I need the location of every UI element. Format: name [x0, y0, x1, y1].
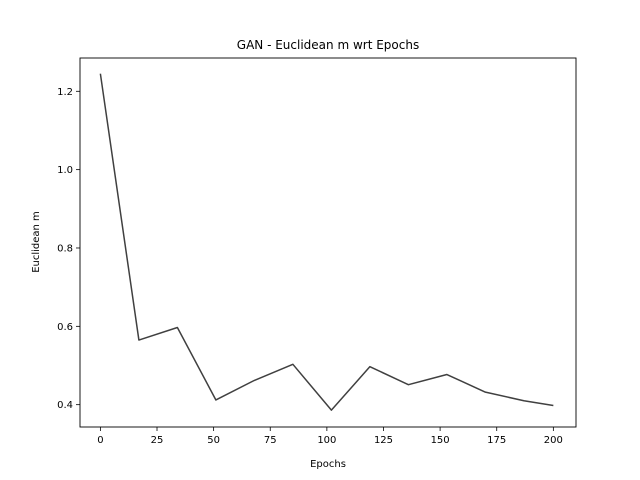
series-layer	[99, 73, 554, 411]
x-tick-label: 125	[374, 435, 393, 446]
x-axis-ticks: 0 25 50 75 100 125 150 175 200	[97, 427, 563, 446]
plot-frame	[79, 57, 577, 428]
x-tick-label: 0	[97, 435, 103, 446]
series-line-1	[99, 73, 554, 411]
y-tick-label: 1.0	[57, 165, 73, 176]
y-tick-label: 1.2	[57, 87, 73, 98]
x-tick-label: 75	[264, 435, 277, 446]
x-axis-label: Epochs	[310, 459, 346, 470]
x-tick-label: 200	[544, 435, 563, 446]
plot-area	[80, 58, 576, 427]
x-tick-label: 25	[151, 435, 164, 446]
x-tick-label: 50	[207, 435, 220, 446]
x-tick-label: 150	[431, 435, 450, 446]
y-tick-label: 0.4	[57, 400, 73, 411]
x-tick-label: 100	[317, 435, 336, 446]
y-tick-label: 0.6	[57, 322, 73, 333]
chart-title: GAN - Euclidean m wrt Epochs	[237, 38, 419, 52]
x-tick-label: 175	[487, 435, 506, 446]
y-axis-label: Euclidean m	[31, 211, 42, 273]
y-tick-label: 0.8	[57, 243, 73, 254]
y-axis-ticks: 0.4 0.6 0.8 1.0 1.2	[57, 87, 80, 411]
